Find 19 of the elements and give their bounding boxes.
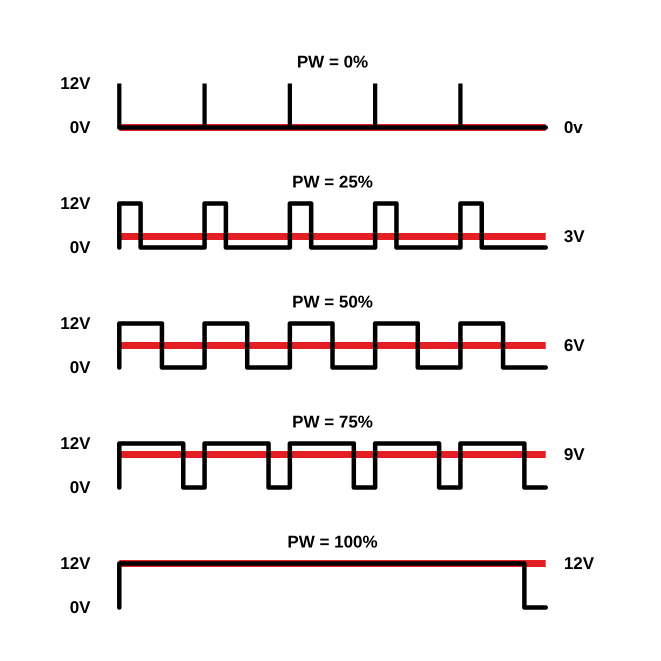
y-tick-label: 12V — [60, 434, 92, 453]
y-tick-label: 12V — [60, 554, 92, 573]
ref-line-label: 3V — [564, 227, 586, 246]
ref-line-label: 0v — [564, 118, 584, 137]
y-tick-label: 12V — [60, 74, 92, 93]
y-tick-label: 0V — [70, 238, 92, 257]
ref-line-label: 6V — [564, 336, 586, 355]
y-tick-label: 12V — [60, 194, 92, 213]
y-tick-label: 0V — [70, 478, 92, 497]
y-tick-label: 12V — [60, 314, 92, 333]
ref-line-label: 12V — [564, 554, 595, 573]
chart-title: PW = 25% — [292, 172, 373, 192]
y-tick-label: 0V — [70, 358, 92, 377]
chart-title: PW = 0% — [296, 52, 368, 72]
y-tick-label: 0V — [70, 598, 92, 617]
chart-title: PW = 50% — [292, 292, 373, 312]
ref-line-label: 9V — [564, 445, 586, 464]
chart-title: PW = 75% — [292, 412, 373, 432]
chart-title: PW = 100% — [287, 532, 378, 552]
